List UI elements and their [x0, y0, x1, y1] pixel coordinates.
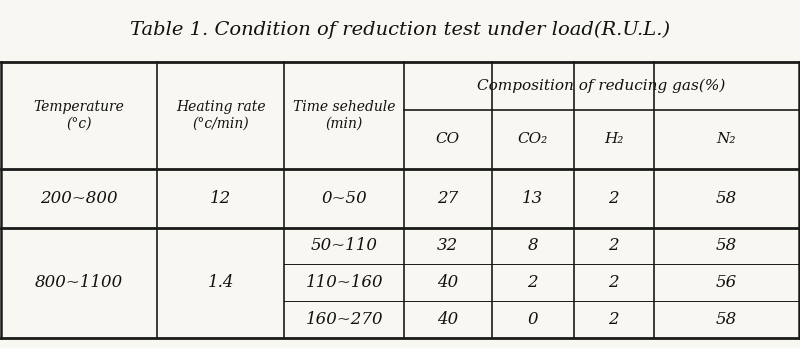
Text: CO: CO — [436, 133, 460, 147]
Text: 40: 40 — [438, 274, 458, 291]
Text: H₂: H₂ — [604, 133, 623, 147]
Text: 12: 12 — [210, 190, 231, 207]
Text: 8: 8 — [527, 237, 538, 254]
Text: 2: 2 — [608, 311, 619, 328]
Text: 0: 0 — [527, 311, 538, 328]
Text: 2: 2 — [527, 274, 538, 291]
Text: CO₂: CO₂ — [518, 133, 548, 147]
Text: 58: 58 — [715, 190, 737, 207]
Text: Table 1. Condition of reduction test under load(R.U.L.): Table 1. Condition of reduction test und… — [130, 21, 670, 39]
Text: 40: 40 — [438, 311, 458, 328]
Text: 200~800: 200~800 — [40, 190, 118, 207]
Text: N₂: N₂ — [716, 133, 736, 147]
Text: 56: 56 — [715, 274, 737, 291]
Text: 13: 13 — [522, 190, 543, 207]
Text: Heating rate
(°c/min): Heating rate (°c/min) — [176, 100, 266, 130]
Text: 27: 27 — [438, 190, 458, 207]
Text: 58: 58 — [715, 237, 737, 254]
Text: 110~160: 110~160 — [306, 274, 383, 291]
Text: Time sehedule
(min): Time sehedule (min) — [293, 100, 395, 130]
Text: 0~50: 0~50 — [322, 190, 367, 207]
Text: 50~110: 50~110 — [310, 237, 378, 254]
Text: 160~270: 160~270 — [306, 311, 383, 328]
Text: 1.4: 1.4 — [207, 274, 234, 291]
Text: 2: 2 — [608, 190, 619, 207]
Text: 800~1100: 800~1100 — [35, 274, 123, 291]
Text: Temperature
(°c): Temperature (°c) — [34, 100, 125, 130]
Text: 32: 32 — [438, 237, 458, 254]
Text: 2: 2 — [608, 237, 619, 254]
Text: 2: 2 — [608, 274, 619, 291]
Text: 58: 58 — [715, 311, 737, 328]
Text: Composition of reducing gas(%): Composition of reducing gas(%) — [477, 79, 726, 93]
